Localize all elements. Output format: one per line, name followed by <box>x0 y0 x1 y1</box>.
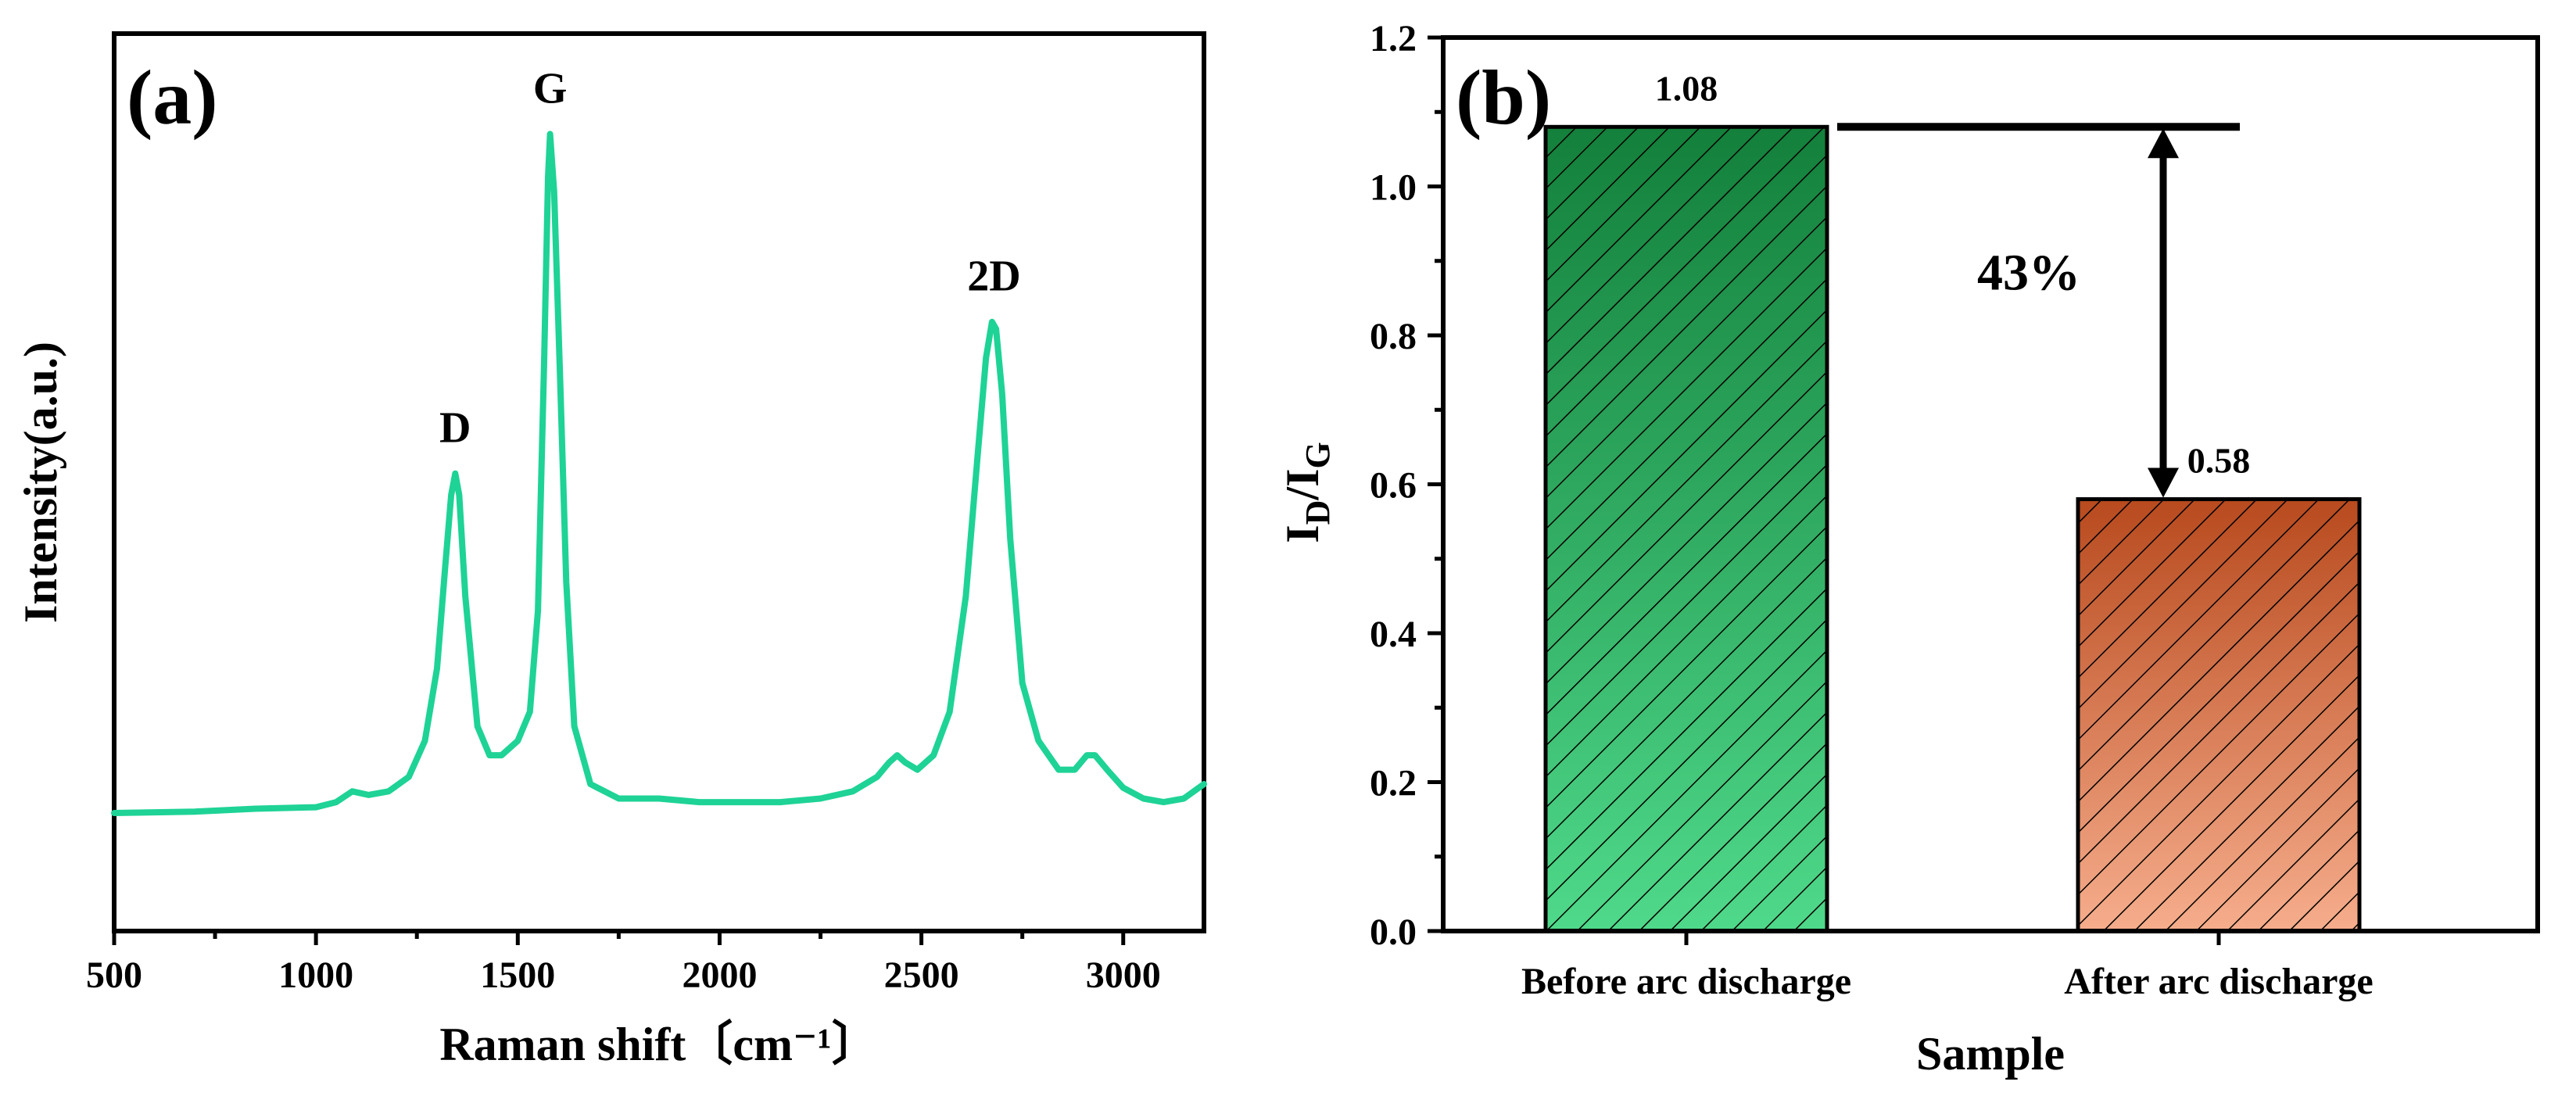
panel-a-plot-frame <box>112 31 1206 933</box>
bar-hatch-before <box>1543 124 1829 933</box>
peak-label-d: D <box>439 404 471 453</box>
y-tick-label: 0.2 <box>1370 763 1417 804</box>
panel-a-x-axis-title: Raman shift〔cm⁻¹〕 <box>439 1018 878 1070</box>
raman-spectrum-line <box>111 131 1207 816</box>
panel-a-label: (a) <box>127 54 218 141</box>
x-tick-label: 3000 <box>1086 955 1161 996</box>
bar-hatch-after <box>2076 497 2362 933</box>
y-tick-label: 0.6 <box>1370 465 1417 507</box>
panel-b-y-axis-title: ID/IG <box>1277 442 1337 543</box>
arrow-head-up-icon <box>2148 128 2179 159</box>
y-tick-label: 1.0 <box>1370 167 1417 209</box>
panel-b-value-labels: 1.08 0.58 <box>1655 68 2251 480</box>
y-tick-label: 0.8 <box>1370 316 1417 357</box>
peak-labels: D G 2D <box>439 64 1021 452</box>
panel-a-y-axis-title: Intensity(a.u.) <box>15 342 66 623</box>
y-tick-label: 0.4 <box>1370 614 1417 655</box>
panel-b-label: (b) <box>1456 54 1551 141</box>
bar-value-label: 1.08 <box>1655 68 1718 108</box>
category-label: Before arc discharge <box>1521 961 1851 1002</box>
panel-a: 500 1000 1500 2000 2500 3000 D G 2D (a) Raman s… <box>15 31 1207 1070</box>
panel-b-bars <box>1543 124 2362 933</box>
x-tick-label: 500 <box>86 955 142 996</box>
panel-b-x-axis-title: Sample <box>1916 1028 2065 1080</box>
panel-a-x-ticks: 500 1000 1500 2000 2500 3000 <box>86 931 1161 996</box>
category-label: After arc discharge <box>2064 961 2373 1002</box>
y-tick-label: 1.2 <box>1370 18 1417 59</box>
panel-b: 0.0 0.2 0.4 0.6 0.8 1.0 1.2 Before arc dischar… <box>1277 18 2540 1080</box>
peak-label-g: G <box>533 64 568 113</box>
x-tick-label: 2000 <box>682 955 757 996</box>
percent-reduction-label: 43% <box>1977 244 2080 301</box>
spectrum-trace <box>111 131 1207 816</box>
reduction-annotation: 43% <box>1837 123 2240 498</box>
bar-value-label: 0.58 <box>2187 441 2251 481</box>
y-tick-label: 0.0 <box>1370 912 1417 953</box>
peak-label-2d: 2D <box>967 253 1020 301</box>
panel-b-category-labels: Before arc discharge After arc discharge <box>1521 931 2374 1002</box>
arrow-head-down-icon <box>2148 467 2179 498</box>
panel-b-plot-frame <box>1441 35 2540 933</box>
x-tick-label: 1500 <box>480 955 555 996</box>
x-tick-label: 2500 <box>884 955 959 996</box>
x-tick-label: 1000 <box>278 955 353 996</box>
panel-b-y-ticks: 0.0 0.2 0.4 0.6 0.8 1.0 1.2 <box>1370 18 1443 953</box>
